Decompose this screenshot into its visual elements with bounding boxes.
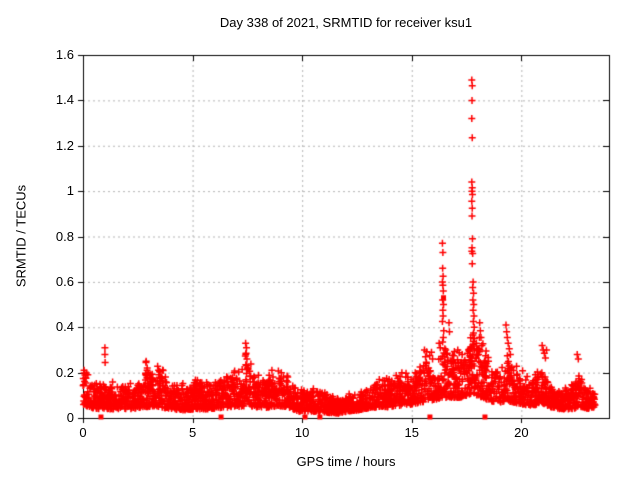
y-tick-label: 1	[66, 183, 74, 199]
x-tick-label: 0	[79, 425, 87, 440]
chart-title: Day 338 of 2021, SRMTID for receiver ksu…	[219, 15, 473, 30]
x-tick-label: 15	[404, 425, 419, 440]
y-tick-label: 0.2	[55, 364, 74, 380]
y-tick-label: 0	[66, 410, 74, 425]
y-tick-label: 1.4	[55, 92, 74, 108]
y-tick-label: 1.2	[55, 137, 74, 153]
y-tick-label: 1.6	[55, 47, 74, 62]
y-tick-label: 0.8	[55, 228, 74, 244]
x-tick-label: 10	[294, 425, 310, 440]
x-axis-label: GPS time / hours	[296, 454, 396, 469]
x-tick-label: 5	[188, 425, 197, 440]
y-tick-label: 0.4	[55, 319, 74, 335]
x-tick-label: 20	[514, 425, 529, 440]
y-tick-label: 0.6	[55, 273, 74, 289]
